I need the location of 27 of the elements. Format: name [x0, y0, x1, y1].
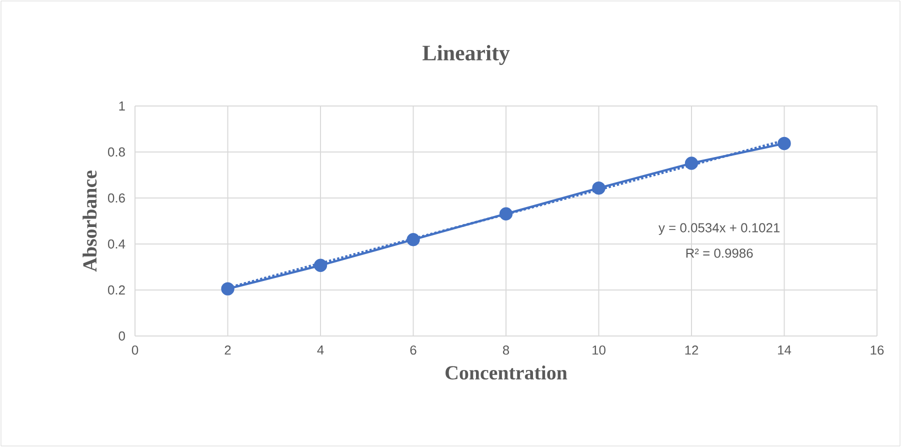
x-axis-title: Concentration — [446, 366, 568, 380]
y-axis-title: Absorbance — [82, 170, 97, 272]
annotation: y = 0.0534x + 0.1021 — [658, 223, 780, 235]
chart-title: Linearity — [422, 45, 510, 65]
y-tick-label: 0.2 — [108, 285, 125, 295]
point — [221, 282, 234, 296]
x-tick-label: 10 — [592, 346, 606, 355]
y-tick-label: 0.4 — [108, 239, 126, 249]
point — [778, 136, 791, 150]
y-tick-label: 1 — [119, 102, 125, 110]
x-tick-label: 14 — [778, 346, 792, 354]
x-tick-label: 16 — [870, 346, 884, 355]
point — [592, 181, 606, 195]
x-tick-label: 6 — [410, 346, 416, 355]
y-tick-label: 0.6 — [108, 193, 125, 203]
x-tick-label: 12 — [685, 346, 698, 355]
annotation: R² = 0.9986 — [686, 248, 753, 258]
point — [499, 207, 513, 220]
point — [406, 233, 420, 246]
x-tick-label: 8 — [502, 346, 510, 355]
point — [314, 258, 328, 272]
y-tick-label: 0 — [118, 331, 125, 341]
x-tick-label: 0 — [132, 346, 138, 355]
x-tick-label: 4 — [317, 346, 324, 354]
point — [684, 156, 698, 170]
x-tick-label: 2 — [224, 346, 231, 355]
y-tick-label: 0.8 — [108, 147, 125, 157]
